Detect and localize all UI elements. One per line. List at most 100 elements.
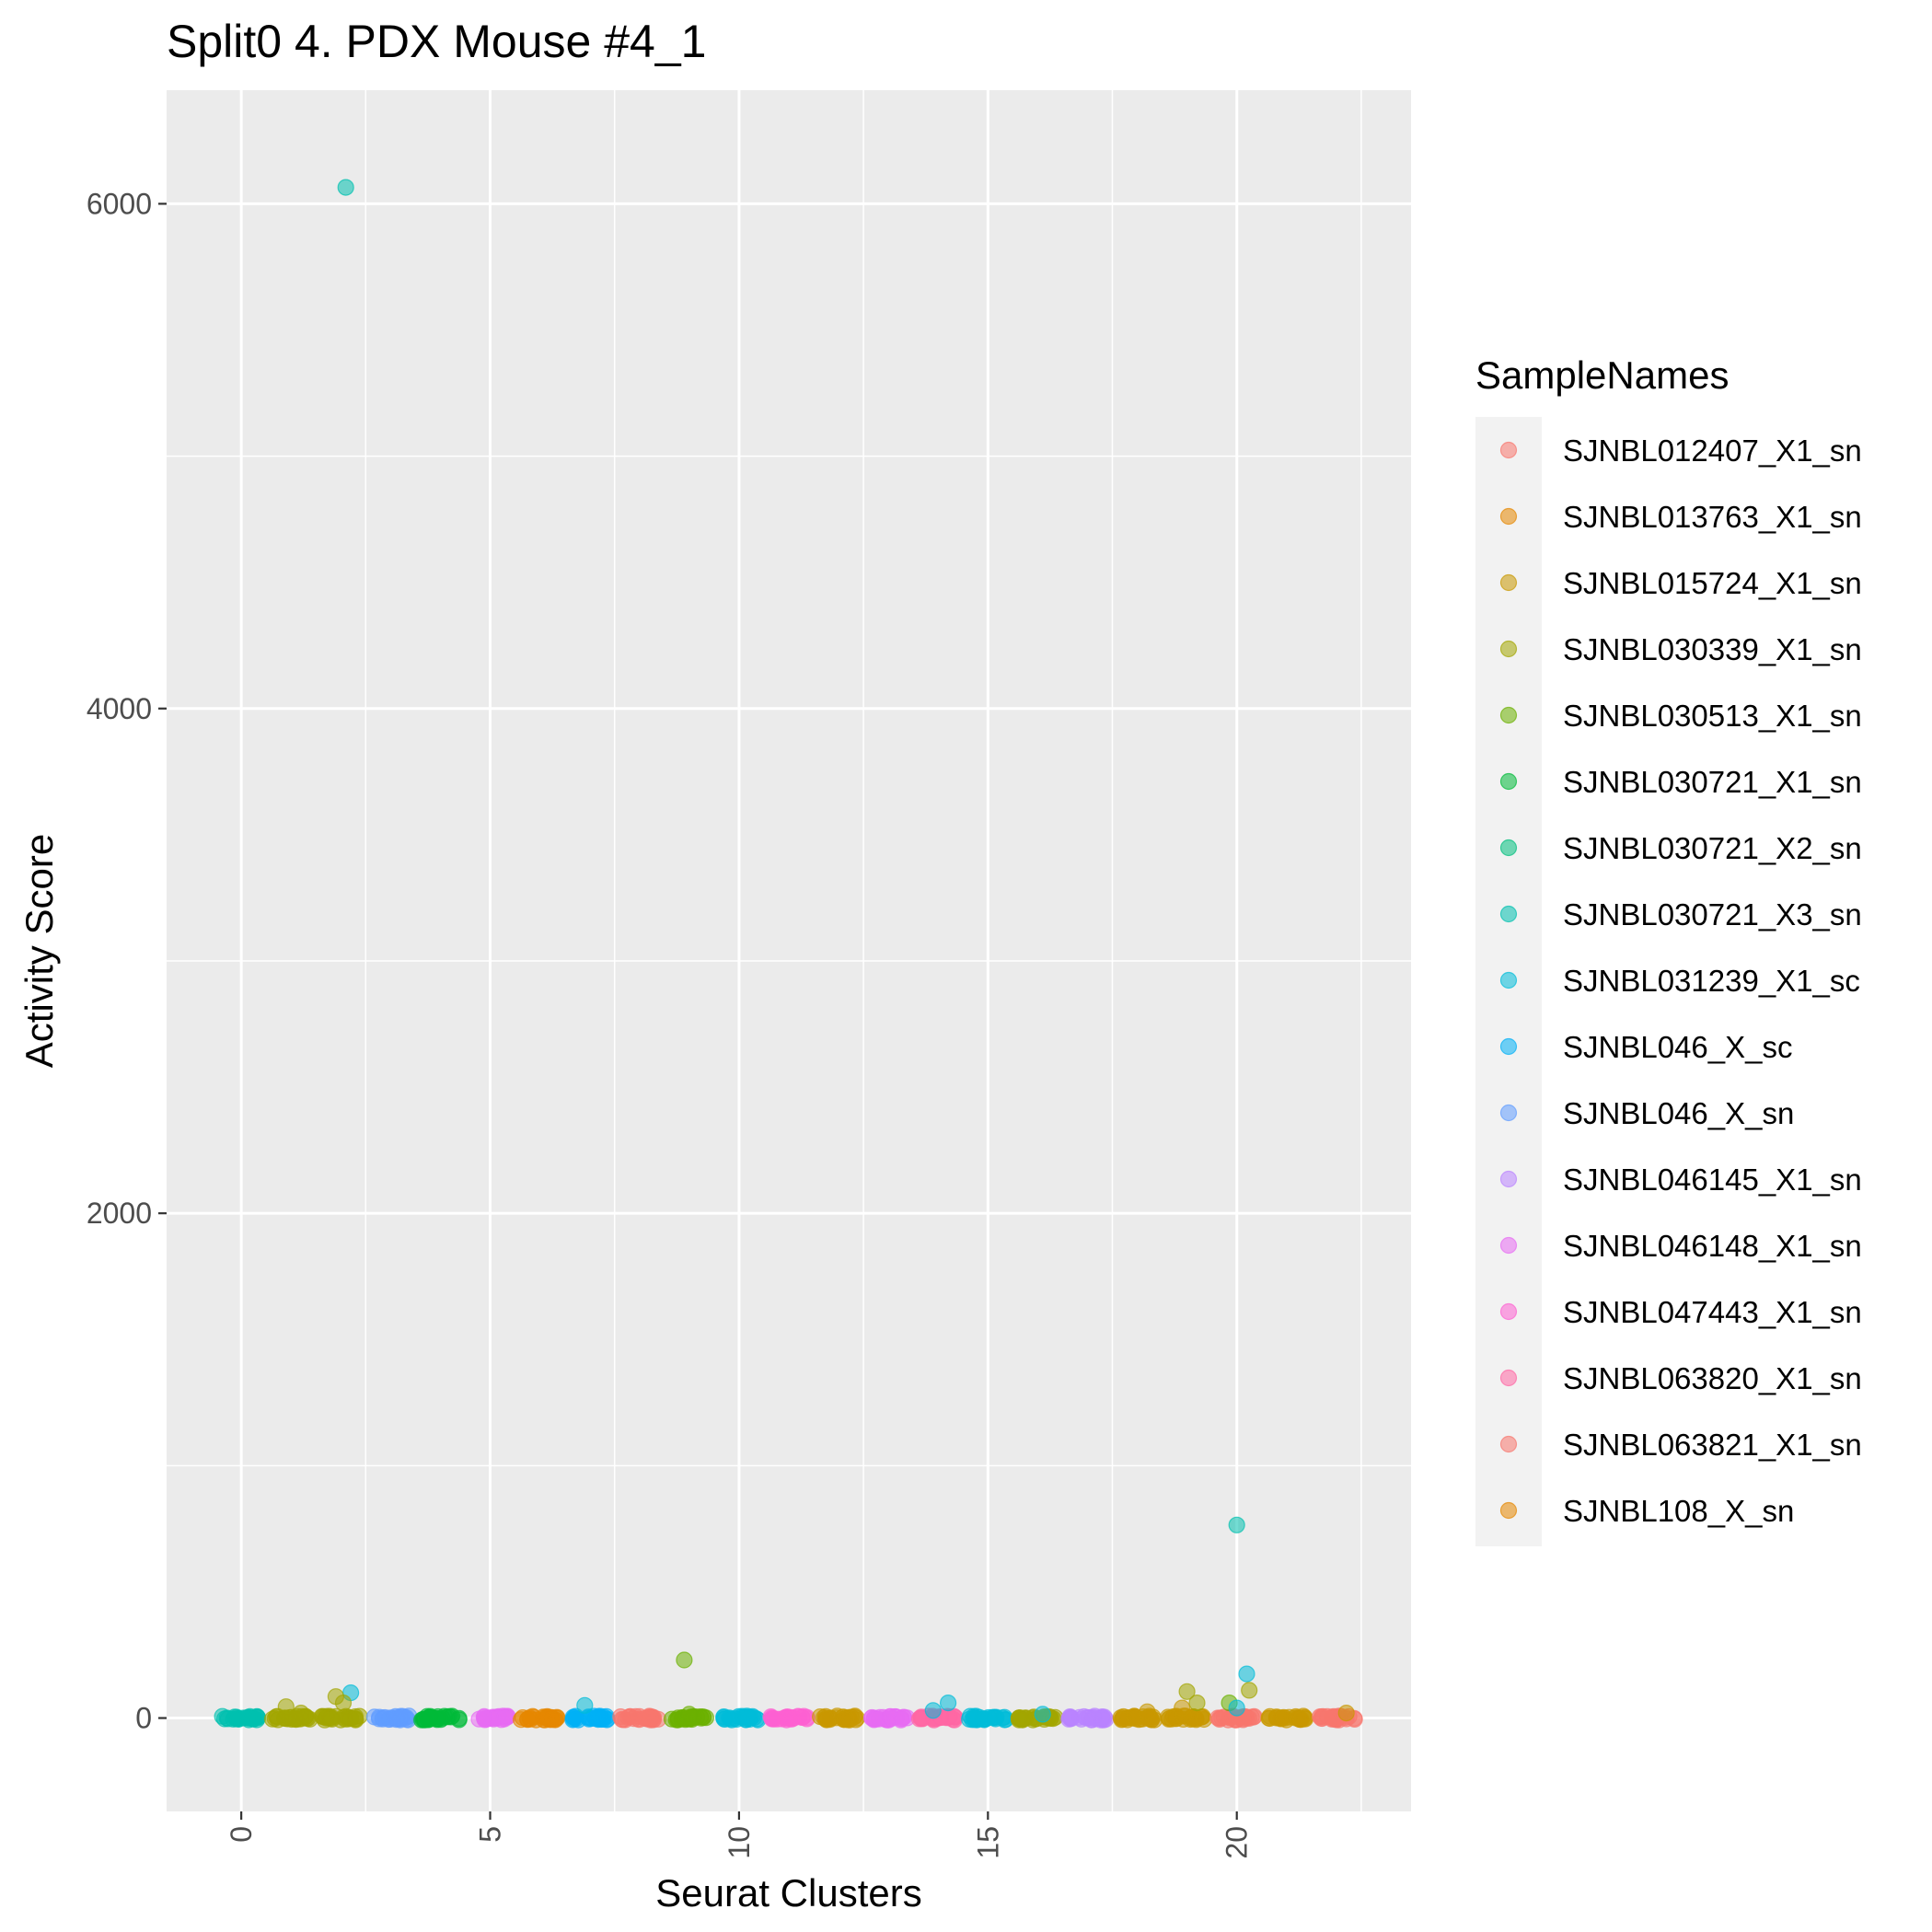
- legend-key: [1499, 441, 1518, 459]
- minor-gridlines: [167, 90, 1411, 1811]
- x-tick-label: 0: [225, 1826, 258, 1843]
- data-point: [1241, 1682, 1258, 1699]
- data-point: [1210, 1710, 1229, 1729]
- data-point: [277, 1698, 295, 1716]
- legend-key: [1499, 1236, 1518, 1255]
- data-point: [1188, 1694, 1206, 1712]
- y-tick-label: 0: [135, 1702, 152, 1735]
- data-point: [765, 1710, 783, 1728]
- chart-title: Split0 4. PDX Mouse #4_1: [167, 16, 706, 67]
- legend-key: [1499, 1170, 1518, 1188]
- data-point: [1034, 1706, 1051, 1723]
- legend-label: SJNBL046_X_sc: [1563, 1030, 1792, 1064]
- legend-label: SJNBL031239_X1_sc: [1563, 964, 1860, 998]
- legend-label: SJNBL047443_X1_sn: [1563, 1295, 1862, 1329]
- legend: SJNBL012407_X1_sn SJNBL013763_X1_sn SJNBL0…: [1499, 434, 1862, 1528]
- data-point: [248, 1711, 265, 1729]
- data-point: [1093, 1708, 1111, 1727]
- legend-key: [1499, 706, 1518, 724]
- data-point: [643, 1708, 662, 1727]
- data-point: [738, 1707, 756, 1725]
- legend-label: SJNBL030721_X1_sn: [1563, 765, 1862, 799]
- data-point: [1292, 1711, 1310, 1729]
- data-point: [1238, 1665, 1255, 1683]
- plot-panel: [167, 90, 1411, 1811]
- data-point: [564, 1708, 582, 1726]
- data-point: [966, 1709, 983, 1728]
- x-tick-labels: 0 5 10 15 20: [225, 1826, 1254, 1859]
- data-point: [1311, 1707, 1329, 1726]
- legend-label: SJNBL015724_X1_sn: [1563, 566, 1862, 600]
- legend-label: SJNBL046145_X1_sn: [1563, 1163, 1862, 1197]
- axis-ticks: [158, 202, 1238, 1820]
- legend-label: SJNBL063821_X1_sn: [1563, 1428, 1862, 1462]
- legend-key: [1499, 971, 1518, 989]
- y-axis-title: Activity Score: [17, 834, 61, 1068]
- legend-label: SJNBL030339_X1_sn: [1563, 632, 1862, 666]
- legend-label: SJNBL012407_X1_sn: [1563, 434, 1862, 468]
- y-tick-label: 4000: [87, 692, 152, 725]
- data-point: [1178, 1683, 1196, 1700]
- data-point: [1063, 1709, 1081, 1727]
- data-point: [346, 1709, 364, 1728]
- y-tick-labels: 0 2000 4000 6000: [87, 187, 152, 1734]
- data-point: [1010, 1711, 1028, 1729]
- data-point: [496, 1707, 515, 1726]
- data-point: [1337, 1704, 1355, 1722]
- legend-key: [1499, 1435, 1518, 1453]
- legend-key: [1499, 507, 1518, 526]
- y-tick-label: 2000: [87, 1197, 152, 1230]
- legend-key: [1499, 1037, 1518, 1056]
- x-tick-label: 20: [1221, 1826, 1254, 1859]
- legend-label: SJNBL030721_X3_sn: [1563, 897, 1862, 931]
- x-tick-label: 5: [474, 1826, 507, 1843]
- data-point: [292, 1704, 310, 1722]
- data-point: [817, 1710, 835, 1729]
- data-point: [676, 1651, 693, 1669]
- data-point: [836, 1711, 853, 1729]
- legend-label: SJNBL030513_X1_sn: [1563, 699, 1862, 733]
- data-point: [912, 1709, 930, 1727]
- data-point: [522, 1710, 539, 1728]
- data-point: [924, 1702, 942, 1719]
- data-point: [322, 1709, 340, 1728]
- data-point: [576, 1696, 594, 1714]
- data-point: [337, 179, 354, 196]
- legend-label: SJNBL046_X_sn: [1563, 1096, 1794, 1130]
- data-point: [547, 1709, 564, 1727]
- data-point: [1228, 1516, 1245, 1533]
- legend-title: SampleNames: [1475, 353, 1729, 397]
- data-point: [1139, 1703, 1156, 1720]
- data-point: [1228, 1699, 1245, 1717]
- legend-label: SJNBL108_X_sn: [1563, 1494, 1794, 1528]
- y-tick-label: 6000: [87, 187, 152, 220]
- data-point: [1275, 1708, 1292, 1726]
- data-point: [867, 1710, 885, 1728]
- data-point: [583, 1709, 600, 1728]
- data-point: [695, 1708, 712, 1727]
- legend-key: [1499, 1501, 1518, 1520]
- legend-key: [1499, 640, 1518, 658]
- legend-key: [1499, 1104, 1518, 1122]
- legend-label: SJNBL030721_X2_sn: [1563, 831, 1862, 865]
- data-point: [1195, 1710, 1213, 1729]
- legend-key: [1499, 573, 1518, 592]
- x-tick-label: 10: [723, 1826, 756, 1859]
- data-point: [429, 1707, 446, 1726]
- data-point: [680, 1706, 698, 1723]
- data-point: [939, 1694, 957, 1712]
- legend-label: SJNBL013763_X1_sn: [1563, 500, 1862, 534]
- legend-key: [1499, 1369, 1518, 1387]
- legend-label: SJNBL063820_X1_sn: [1563, 1361, 1862, 1395]
- data-point: [475, 1708, 493, 1726]
- data-point: [264, 1710, 282, 1728]
- legend-key: [1499, 905, 1518, 923]
- legend-label: SJNBL046148_X1_sn: [1563, 1229, 1862, 1263]
- data-point: [1174, 1699, 1191, 1717]
- legend-key: [1499, 772, 1518, 791]
- legend-key: [1499, 1302, 1518, 1321]
- data-point: [334, 1694, 353, 1712]
- data-point: [365, 1708, 383, 1726]
- data-point: [227, 1710, 245, 1728]
